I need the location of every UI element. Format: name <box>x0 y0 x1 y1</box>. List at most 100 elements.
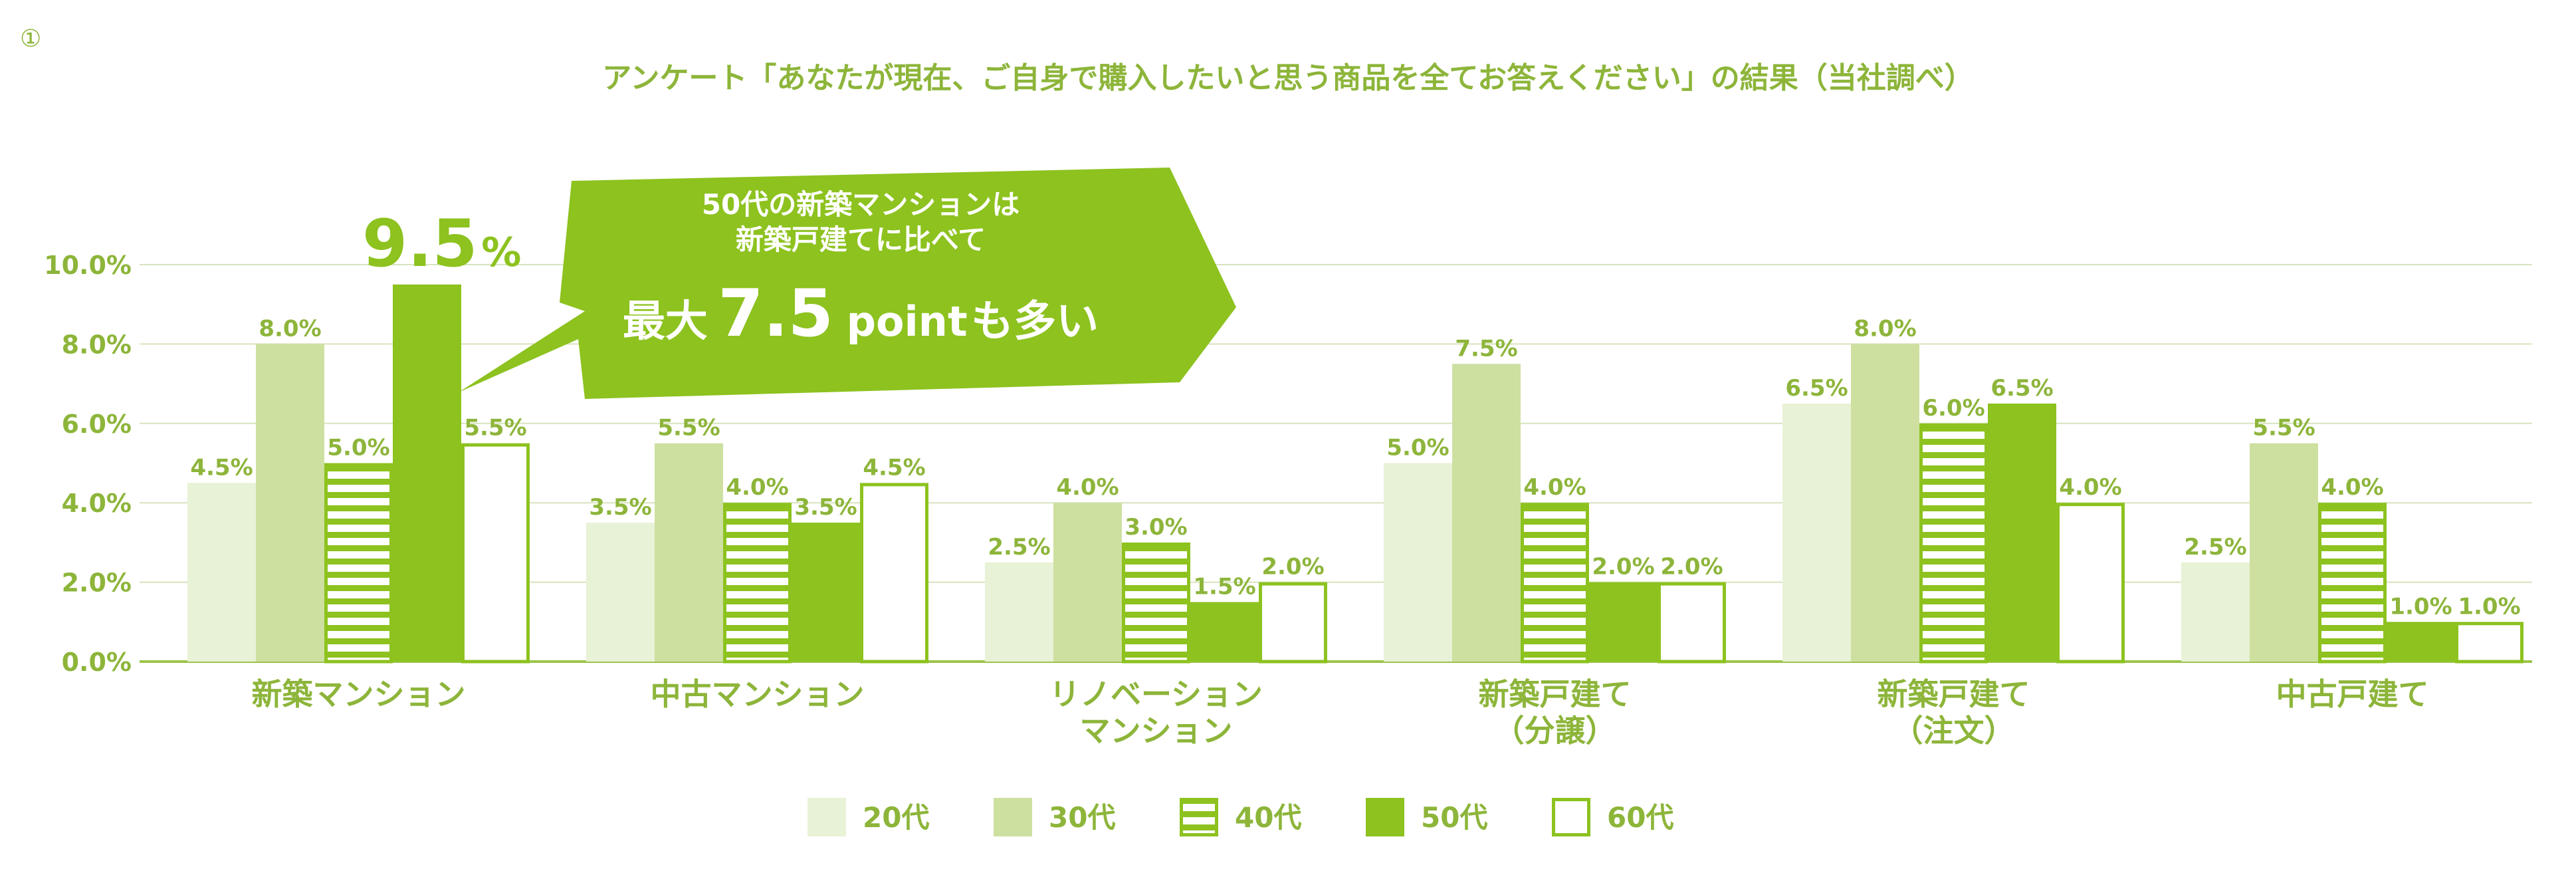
data-label: 6.5% <box>1990 375 2053 402</box>
data-label: 2.0% <box>1592 554 1654 580</box>
bar-30代 <box>655 443 723 662</box>
bar-30代 <box>256 344 324 662</box>
y-axis-ticks: 0.0% 2.0% 4.0% 6.0% 8.0% 10.0% <box>44 251 132 677</box>
data-label: 4.0% <box>1523 474 1586 501</box>
legend-label: 30代 <box>1049 801 1115 834</box>
bar-50代 <box>1190 602 1259 662</box>
data-label: 3.5% <box>794 494 857 521</box>
data-label: 7.5% <box>1455 335 1517 362</box>
bar-50代 <box>792 523 860 662</box>
y-tick-label: 8.0% <box>62 330 132 359</box>
bar-20代 <box>1782 403 1851 662</box>
data-label: 3.5% <box>589 494 651 521</box>
bar-20代 <box>187 483 256 662</box>
legend: 20代 30代 40代 50代 60代 <box>807 798 1673 836</box>
callout-line-3: 最大 7.5 point も多い <box>623 276 1099 352</box>
data-label: 4.5% <box>863 454 925 481</box>
highlight-unit: % <box>481 229 521 276</box>
data-label: 1.0% <box>2458 593 2520 620</box>
legend-label: 50代 <box>1421 801 1487 834</box>
callout-suffix: も多い <box>971 297 1099 346</box>
data-label: 5.5% <box>657 415 720 441</box>
legend-label: 40代 <box>1235 801 1301 834</box>
y-tick-label: 4.0% <box>62 489 132 518</box>
data-label: 4.0% <box>2321 474 2383 501</box>
category-label: マンション <box>1080 713 1233 749</box>
chart-title: アンケート「あなたが現在、ご自身で購入したいと思う商品を全てお答えください」の結… <box>602 61 1974 95</box>
bar-60代 <box>2056 503 2125 664</box>
data-labels: 4.5%8.0%5.0%5.5%3.5%5.5%4.0%3.5%4.5%2.5%… <box>190 315 2520 620</box>
legend-swatch-40代 <box>1180 798 1218 836</box>
category-label: 新築マンション <box>252 676 466 712</box>
bar-60代 <box>2455 622 2523 664</box>
bar-50代 <box>1589 582 1658 662</box>
data-label: 6.0% <box>1922 395 1985 422</box>
highlight-number: 9.5 <box>362 206 478 282</box>
legend-swatch-20代 <box>807 798 846 836</box>
legend-label: 60代 <box>1607 801 1673 834</box>
bar-60代 <box>461 443 530 664</box>
data-label: 5.0% <box>327 435 389 461</box>
data-label: 4.0% <box>1056 474 1119 501</box>
bar-50代 <box>2387 622 2455 662</box>
data-label: 4.0% <box>726 474 788 501</box>
callout-unit: point <box>847 297 968 346</box>
callout-line-2: 新築戸建てに比べて <box>736 223 986 256</box>
bar-20代 <box>1384 463 1452 662</box>
bar-20代 <box>586 523 655 662</box>
data-label: 3.0% <box>1125 514 1187 541</box>
data-label: 4.5% <box>190 454 253 481</box>
bar-40代 <box>723 503 792 664</box>
category-label: （分譲） <box>1494 713 1616 749</box>
bar-30代 <box>1452 364 1521 662</box>
bar-40代 <box>324 463 393 664</box>
bar-60代 <box>1259 582 1327 664</box>
callout-prefix: 最大 <box>623 297 708 346</box>
category-label: 新築戸建て <box>1479 676 1632 712</box>
data-label: 8.0% <box>1854 315 1916 342</box>
category-label: 中古マンション <box>651 676 865 712</box>
category-label: 新築戸建て <box>1878 676 2030 712</box>
callout-annotation: 50代の新築マンションは 新築戸建てに比べて 最大 7.5 point も多い <box>459 168 1236 399</box>
data-label: 2.0% <box>1660 554 1723 580</box>
bar-30代 <box>1851 344 1919 662</box>
figure-badge: ① <box>20 25 41 53</box>
data-label: 1.0% <box>2389 593 2452 620</box>
y-tick-label: 10.0% <box>44 251 132 280</box>
bar-40代 <box>2318 503 2387 664</box>
category-label: 中古戸建て <box>2276 676 2429 712</box>
data-label: 2.5% <box>2184 534 2246 561</box>
highlight-value: 9.5 % <box>362 206 521 282</box>
callout-bubble <box>459 168 1236 399</box>
bar-20代 <box>985 562 1053 662</box>
data-label: 5.0% <box>1386 435 1449 461</box>
bar-50代 <box>393 284 461 662</box>
bar-50代 <box>1988 403 2056 662</box>
bar-40代 <box>1122 542 1190 664</box>
bar-30代 <box>1053 503 1122 662</box>
bars <box>187 284 2523 664</box>
legend-swatch-30代 <box>994 798 1032 836</box>
category-label: リノベーション <box>1049 676 1263 712</box>
bar-30代 <box>2250 443 2318 662</box>
bar-40代 <box>1521 503 1589 664</box>
data-label: 5.5% <box>464 415 526 441</box>
data-label: 6.5% <box>1785 375 1848 402</box>
legend-label: 20代 <box>863 801 929 834</box>
category-label: （注文） <box>1893 713 2015 749</box>
callout-line-1: 50代の新築マンションは <box>702 188 1020 221</box>
y-tick-label: 2.0% <box>62 568 132 598</box>
category-labels: 新築マンション 中古マンション リノベーションマンション新築戸建て（分譲）新築戸建て… <box>252 676 2429 749</box>
data-label: 5.5% <box>2252 415 2315 441</box>
bar-60代 <box>1658 582 1726 664</box>
y-tick-label: 6.0% <box>62 410 132 439</box>
bar-20代 <box>2181 562 2250 662</box>
bar-60代 <box>860 483 928 664</box>
y-tick-label: 0.0% <box>62 648 132 677</box>
data-label: 2.0% <box>1261 554 1324 580</box>
data-label: 4.0% <box>2059 474 2121 501</box>
legend-swatch-60代 <box>1552 798 1590 836</box>
data-label: 8.0% <box>259 315 321 342</box>
callout-number: 7.5 <box>718 276 833 352</box>
